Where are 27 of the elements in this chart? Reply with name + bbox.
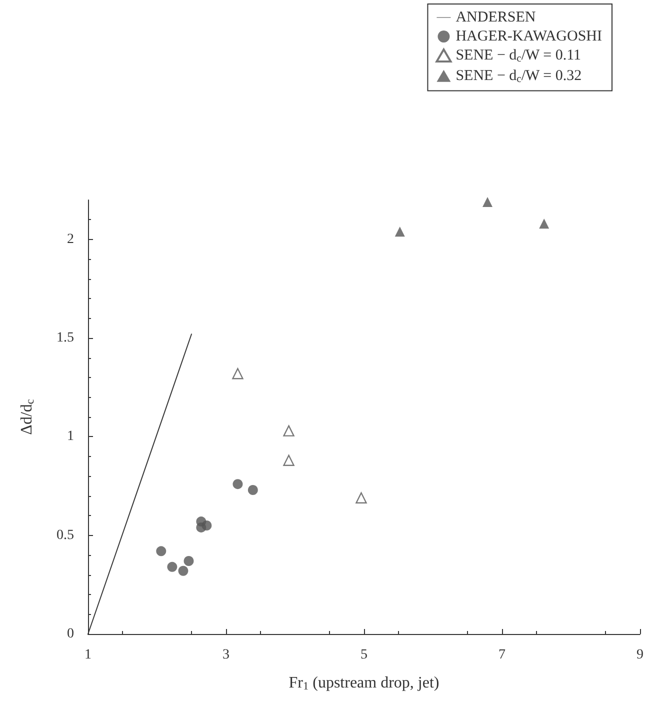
point (394, 226, 405, 237)
point (167, 562, 178, 572)
point (283, 425, 294, 436)
point (184, 556, 194, 566)
point (202, 520, 212, 530)
y-tick-label: 0 (67, 626, 74, 642)
y-tick-label: 0.5 (56, 528, 74, 543)
point (482, 196, 493, 207)
x-tick-label: 3 (222, 648, 230, 662)
point (283, 454, 294, 466)
x-tick-label: 1 (84, 648, 92, 662)
x-tick-label: 7 (498, 648, 506, 662)
legend-label: ANDERSEN (456, 10, 536, 26)
point (539, 218, 550, 229)
y-tick-label: 1.5 (56, 330, 74, 346)
legend-label: HAGER-KAWAGOSHI (456, 28, 602, 44)
point (156, 546, 166, 556)
point (356, 492, 367, 504)
point (232, 368, 244, 380)
y-tick-label: 2 (67, 232, 74, 247)
point (178, 566, 188, 576)
point (232, 479, 243, 490)
y-tick-label: 1 (67, 429, 74, 444)
point (248, 484, 258, 495)
y-axis-title: Δd/dc (18, 399, 36, 435)
x-tick-label: 5 (360, 648, 368, 662)
x-tick-label: 9 (636, 648, 644, 662)
